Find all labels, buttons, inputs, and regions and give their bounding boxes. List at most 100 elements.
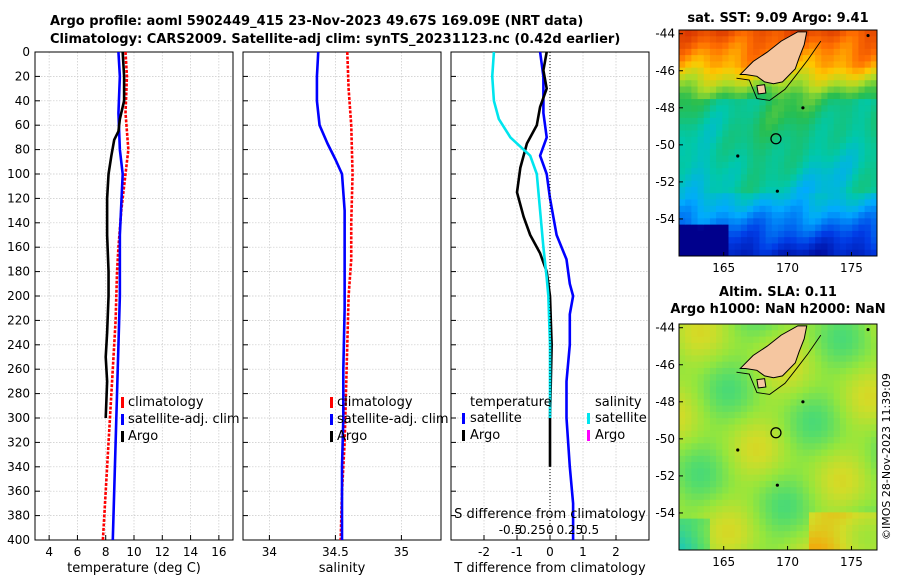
field-cell — [697, 531, 705, 538]
field-cell — [685, 193, 692, 200]
field-cell — [722, 443, 729, 451]
field-cell — [833, 367, 841, 375]
field-cell — [728, 411, 736, 419]
field-cell — [722, 67, 729, 75]
field-cell — [821, 73, 828, 81]
field-cell — [685, 55, 692, 62]
field-cell — [716, 443, 723, 451]
field-cell — [833, 512, 841, 520]
field-cell — [691, 493, 699, 501]
field-cell — [697, 324, 705, 331]
field-cell — [716, 355, 723, 363]
field-cell — [796, 230, 804, 238]
field-cell — [679, 86, 686, 94]
field-cell — [734, 155, 742, 163]
field-cell — [821, 36, 828, 44]
field-cell — [753, 117, 760, 125]
field-cell — [709, 205, 717, 213]
field-cell — [679, 374, 686, 381]
field-cell — [734, 48, 742, 56]
field-cell — [790, 449, 798, 457]
field-cell — [808, 487, 816, 494]
field-cell — [790, 531, 798, 538]
field-cell — [703, 512, 711, 520]
legend-swatch — [330, 397, 333, 408]
field-cell — [870, 437, 878, 444]
field-cell — [709, 180, 717, 188]
field-cell — [796, 462, 804, 469]
field-cell — [821, 237, 828, 244]
field-cell — [802, 468, 810, 476]
x-tick-label: 170 — [776, 261, 799, 275]
field-cell — [833, 531, 841, 538]
field-cell — [691, 186, 699, 194]
field-cell — [815, 349, 822, 356]
field-cell — [753, 149, 760, 157]
field-cell — [709, 168, 717, 175]
field-cell — [796, 67, 804, 75]
field-cell — [709, 462, 717, 469]
field-cell — [685, 361, 692, 369]
field-cell — [740, 186, 748, 194]
field-cell — [716, 342, 723, 350]
field-cell — [759, 424, 767, 432]
field-cell — [765, 168, 773, 175]
field-cell — [796, 186, 804, 194]
field-cell — [852, 349, 859, 356]
field-cell — [870, 499, 878, 507]
field-cell — [709, 80, 717, 87]
field-cell — [796, 149, 804, 157]
field-cell — [864, 543, 872, 551]
field-cell — [734, 136, 742, 144]
field-cell — [697, 61, 705, 69]
field-cell — [753, 449, 760, 457]
s-tick-label: 0.25 — [556, 523, 583, 537]
field-cell — [802, 506, 810, 513]
field-cell — [771, 474, 779, 482]
field-cell — [759, 518, 767, 526]
field-cell — [734, 193, 742, 200]
s-tick-label: -0.5 — [499, 523, 522, 537]
field-cell — [784, 418, 791, 425]
field-cell — [759, 249, 767, 257]
field-cell — [858, 224, 866, 232]
field-cell — [778, 80, 785, 87]
field-cell — [846, 42, 853, 50]
field-cell — [839, 324, 847, 331]
field-cell — [740, 99, 748, 106]
field-cell — [778, 418, 785, 425]
field-cell — [815, 168, 822, 175]
field-cell — [697, 249, 705, 257]
field-cell — [728, 193, 736, 200]
field-cell — [864, 506, 872, 513]
field-cell — [821, 380, 828, 388]
field-cell — [679, 186, 686, 194]
field-cell — [870, 237, 878, 244]
field-cell — [747, 455, 754, 463]
field-cell — [864, 449, 872, 457]
field-cell — [778, 506, 785, 513]
field-cell — [808, 411, 816, 419]
y-tick-label: 240 — [7, 338, 30, 352]
field-cell — [691, 149, 699, 157]
field-cell — [728, 430, 736, 438]
field-cell — [815, 336, 822, 344]
field-cell — [846, 99, 853, 106]
field-cell — [685, 324, 692, 331]
field-cell — [821, 80, 828, 87]
field-cell — [802, 55, 810, 62]
s-tick-label: 0.5 — [580, 523, 599, 537]
field-cell — [722, 212, 729, 219]
field-cell — [827, 243, 835, 251]
field-cell — [697, 205, 705, 213]
field-cell — [833, 143, 841, 150]
field-cell — [864, 493, 872, 501]
field-cell — [753, 468, 760, 476]
field-cell — [870, 405, 878, 413]
field-cell — [821, 193, 828, 200]
field-cell — [734, 174, 742, 182]
field-cell — [864, 143, 872, 150]
field-cell — [697, 506, 705, 513]
field-cell — [734, 411, 742, 419]
field-cell — [790, 493, 798, 501]
